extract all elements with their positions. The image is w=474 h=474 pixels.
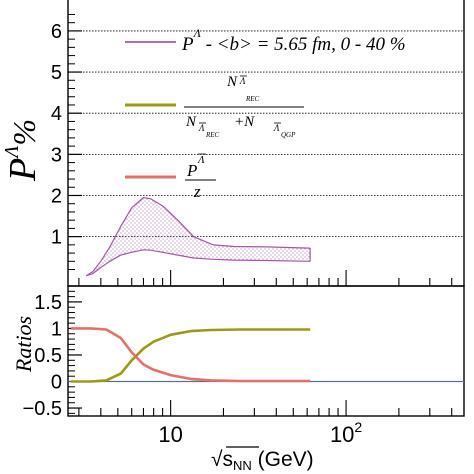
band-lower-line xyxy=(86,249,311,277)
band-upper-line xyxy=(85,196,311,277)
x-tick-labels: 10 102 xyxy=(158,419,362,447)
band-fill xyxy=(86,197,311,276)
ylabel-unit: % xyxy=(6,119,42,146)
svg-text:√sNN (GeV): √sNN (GeV) xyxy=(211,448,314,473)
svg-text:PΛ%: PΛ% xyxy=(1,119,44,182)
top-y-tick-label: 3 xyxy=(51,144,62,166)
ylabel-main: P xyxy=(2,158,44,182)
bottom-y-tick-label: −0.5 xyxy=(23,398,62,420)
bottom-y-tick-label: 0 xyxy=(51,372,62,394)
top-y-ticks: 1 2 3 4 5 6 xyxy=(51,13,82,271)
svg-text:N: N xyxy=(185,114,197,130)
bottom-x-ticks xyxy=(78,400,453,416)
svg-text:+N: +N xyxy=(234,114,255,130)
bottom-plot-frame xyxy=(67,285,465,417)
top-y-tick-label: 2 xyxy=(51,185,62,207)
top-y-tick-label: 6 xyxy=(51,21,62,43)
legend-label-pz: P Λ z xyxy=(185,153,216,201)
svg-text:REC: REC xyxy=(205,131,220,139)
bottom-y-tick-label: 1 xyxy=(51,318,62,340)
svg-text:QGP: QGP xyxy=(281,131,296,139)
bottom-y-axis-label: Ratios xyxy=(11,316,36,373)
ylabel-sup: Λ xyxy=(1,146,23,160)
top-y-tick-label: 1 xyxy=(51,227,62,249)
bottom-y-ticks: −0.5 0 0.5 1 1.5 xyxy=(23,290,82,420)
svg-text:N: N xyxy=(226,74,238,90)
legend-label-ratio: N Λ REC N Λ REC +N Λ QGP xyxy=(184,74,304,139)
bottom-panel: −0.5 0 0.5 1 1.5 Ratios 10 102 √sNN (GeV) xyxy=(11,285,465,473)
x-axis-label: √sNN (GeV) xyxy=(211,446,314,473)
x-tick-label: 102 xyxy=(330,419,362,447)
legend-label-band: PΛ - <b> = 5.65 fm, 0 - 40 % xyxy=(181,26,406,55)
svg-text:P: P xyxy=(186,161,197,180)
top-grid xyxy=(68,30,464,238)
x-tick-label: 10 xyxy=(158,422,182,447)
svg-text:z: z xyxy=(193,182,201,201)
svg-text:Ratios: Ratios xyxy=(11,316,36,373)
series-line xyxy=(70,328,311,383)
svg-text:Λ: Λ xyxy=(197,154,205,166)
top-y-axis-label: PΛ% xyxy=(1,119,44,182)
svg-text:Λ: Λ xyxy=(239,76,246,86)
svg-text:REC: REC xyxy=(245,95,260,103)
band-layer xyxy=(85,196,311,277)
top-y-tick-label: 4 xyxy=(51,103,62,125)
series-line xyxy=(70,327,311,383)
bottom-y-tick-label: 1.5 xyxy=(34,292,62,314)
legend: PΛ - <b> = 5.65 fm, 0 - 40 % N Λ REC N Λ… xyxy=(125,26,406,201)
svg-text:Λ: Λ xyxy=(273,123,280,133)
svg-text:Λ: Λ xyxy=(198,123,205,133)
bottom-lines xyxy=(68,327,464,383)
top-y-tick-label: 5 xyxy=(51,62,62,84)
top-x-ticks xyxy=(78,270,453,286)
bottom-y-tick-label: 0.5 xyxy=(34,345,62,367)
